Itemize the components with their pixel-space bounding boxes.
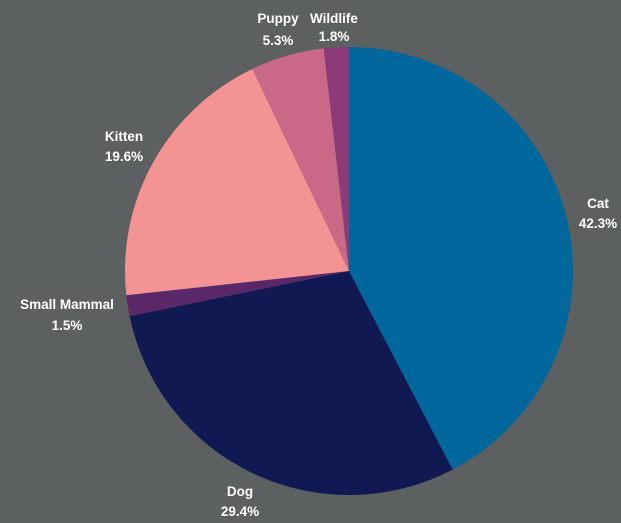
slice-percent-small-mammal: 1.5% xyxy=(52,318,83,333)
slice-label-kitten: Kitten xyxy=(105,129,143,144)
slice-percent-kitten: 19.6% xyxy=(105,149,143,164)
slice-percent-dog: 29.4% xyxy=(221,504,259,519)
pie-slices xyxy=(125,47,574,496)
slice-percent-wildlife: 1.8% xyxy=(319,29,350,44)
pie-slice-dog xyxy=(129,271,453,496)
slice-label-dog: Dog xyxy=(227,484,253,499)
pie-slice-small-mammal xyxy=(126,271,349,317)
pie-slice-puppy xyxy=(252,48,349,271)
pie-labels: Cat 42.3% Dog 29.4% Small Mammal 1.5% Kitten 19… xyxy=(20,11,617,519)
slice-label-puppy: Puppy xyxy=(257,11,299,26)
pie-slice-wildlife xyxy=(323,47,349,271)
slice-percent-puppy: 5.3% xyxy=(263,33,294,48)
slice-label-wildlife: Wildlife xyxy=(310,11,358,26)
slice-label-small-mammal: Small Mammal xyxy=(20,297,114,312)
pie-slice-cat xyxy=(349,47,574,470)
slice-label-cat: Cat xyxy=(587,196,609,211)
pie-slice-kitten xyxy=(125,68,349,296)
slice-percent-cat: 42.3% xyxy=(579,216,617,231)
